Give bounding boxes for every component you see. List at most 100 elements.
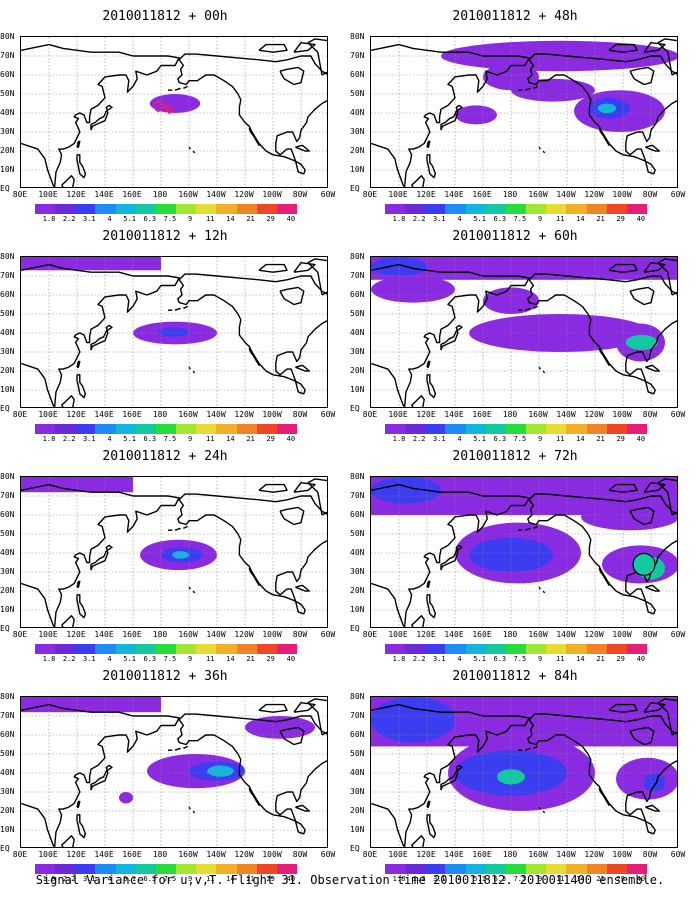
latitude-label: 60N bbox=[350, 70, 365, 79]
longitude-label: 180 bbox=[152, 410, 168, 419]
longitude-label: 100W bbox=[262, 190, 282, 199]
coastline bbox=[90, 324, 113, 351]
colorbar-label: 6.3 bbox=[143, 435, 157, 443]
latitude-label: 80N bbox=[0, 252, 15, 261]
colorbar-label: 3.1 bbox=[82, 215, 96, 223]
longitude-label: 80W bbox=[292, 850, 308, 859]
coastline bbox=[188, 366, 191, 370]
colorbar-swatch bbox=[155, 424, 177, 434]
coastline bbox=[524, 527, 531, 531]
variance-shading bbox=[172, 551, 190, 559]
longitude-label: 160E bbox=[122, 190, 142, 199]
longitude-label: 100E bbox=[38, 410, 58, 419]
coastline bbox=[411, 175, 425, 187]
latitude-label: EQ bbox=[0, 624, 10, 633]
coastline bbox=[629, 286, 655, 306]
colorbar-swatch bbox=[405, 864, 426, 874]
panel-title: 2010011812 + 48h bbox=[452, 9, 578, 24]
longitude-label: 140E bbox=[94, 190, 114, 199]
latitude-label: 80N bbox=[350, 252, 365, 261]
longitude-label: 80W bbox=[292, 190, 308, 199]
colorbar-label: 9 bbox=[187, 875, 193, 883]
colorbar-label: 21 bbox=[596, 655, 605, 663]
longitude-axis: 80E 100E 120E 140E 160E 180 160W 140W 120W 100W 80… bbox=[0, 850, 340, 860]
latitude-label: 10N bbox=[0, 825, 15, 834]
colorbar-label: 6.3 bbox=[143, 215, 157, 223]
colorbar-label: 11 bbox=[206, 215, 215, 223]
colorbar-swatch bbox=[176, 644, 197, 654]
coastline bbox=[295, 584, 311, 592]
longitude-label: 140W bbox=[556, 630, 576, 639]
coastline bbox=[533, 525, 538, 529]
colorbar-swatch bbox=[276, 204, 298, 214]
coastline bbox=[183, 305, 188, 309]
colorbar-label: 21 bbox=[246, 215, 255, 223]
colorbar-swatch bbox=[196, 644, 217, 654]
colorbar-swatch bbox=[526, 424, 547, 434]
coastline bbox=[643, 482, 666, 493]
latitude-label: 70N bbox=[0, 51, 15, 60]
coastline bbox=[608, 483, 638, 493]
coastline bbox=[177, 273, 327, 395]
colorbar-label: 40 bbox=[636, 875, 646, 883]
coastline bbox=[643, 262, 666, 273]
map-plot bbox=[371, 37, 677, 187]
colorbar-label: 21 bbox=[246, 655, 255, 663]
coastline bbox=[307, 478, 327, 516]
longitude-label: 140E bbox=[94, 630, 114, 639]
coastline bbox=[174, 747, 181, 751]
longitude-label: 80W bbox=[642, 630, 658, 639]
latitude-label: 70N bbox=[350, 491, 365, 500]
variance-shading bbox=[597, 103, 616, 114]
colorbar-labels: 1.8 2.2 3.1 4 5.1 6.3 7.5 9 11 14 21 29 40 bbox=[27, 655, 317, 663]
colorbar-label: 4 bbox=[107, 655, 112, 663]
longitude-label: 120E bbox=[416, 190, 436, 199]
latitude-label: 30N bbox=[350, 127, 365, 136]
longitude-axis: 80E 100E 120E 140E 160E 180 160W 140W 120W 100W 80… bbox=[350, 410, 690, 420]
coastline bbox=[426, 814, 437, 839]
colorbar-swatch bbox=[566, 204, 587, 214]
latitude-label: 80N bbox=[350, 32, 365, 41]
coastline bbox=[293, 42, 316, 53]
colorbar-label: 2.2 bbox=[62, 435, 76, 443]
coastline bbox=[258, 263, 288, 273]
longitude-label: 120W bbox=[234, 630, 254, 639]
coastline bbox=[527, 713, 677, 835]
longitude-label: 180 bbox=[152, 850, 168, 859]
coastline bbox=[258, 43, 288, 53]
colorbar-label: 29 bbox=[266, 655, 275, 663]
coastline bbox=[295, 804, 311, 812]
colorbar-swatch bbox=[35, 644, 56, 654]
latitude-label: 60N bbox=[0, 290, 15, 299]
colorbar-labels: 1.8 2.2 3.1 4 5.1 6.3 7.5 9 11 14 21 29 40 bbox=[27, 875, 317, 883]
colorbar-label: 5.1 bbox=[473, 215, 486, 223]
longitude-label: 140E bbox=[94, 410, 114, 419]
longitude-label: 160W bbox=[178, 850, 198, 859]
coastline bbox=[76, 814, 87, 839]
map-plot bbox=[21, 477, 327, 627]
coastline bbox=[192, 370, 196, 374]
colorbar-label: 29 bbox=[616, 215, 625, 223]
coastline bbox=[21, 263, 180, 407]
coastline bbox=[183, 525, 188, 529]
colorbar-label: 9 bbox=[537, 435, 543, 443]
latitude-label: 40N bbox=[0, 108, 15, 117]
colorbar-label: 9 bbox=[537, 875, 543, 883]
map-plot bbox=[371, 697, 677, 847]
colorbar-label: 2.2 bbox=[412, 215, 426, 223]
coastline bbox=[645, 804, 661, 812]
latitude-label: EQ bbox=[350, 844, 360, 853]
colorbar-label: 6.3 bbox=[493, 655, 507, 663]
colorbar-swatch bbox=[256, 424, 277, 434]
colorbar-label: 40 bbox=[286, 215, 296, 223]
longitude-label: 140E bbox=[444, 410, 464, 419]
colorbar-swatch bbox=[256, 644, 277, 654]
colorbar-label: 4 bbox=[107, 875, 112, 883]
colorbar-swatch bbox=[465, 204, 486, 214]
coastline bbox=[440, 104, 463, 131]
colorbar-label: 5.1 bbox=[123, 655, 136, 663]
longitude-label: 120E bbox=[66, 190, 86, 199]
coastline bbox=[527, 273, 677, 395]
colorbar-label: 9 bbox=[537, 655, 543, 663]
coastline bbox=[248, 787, 260, 806]
